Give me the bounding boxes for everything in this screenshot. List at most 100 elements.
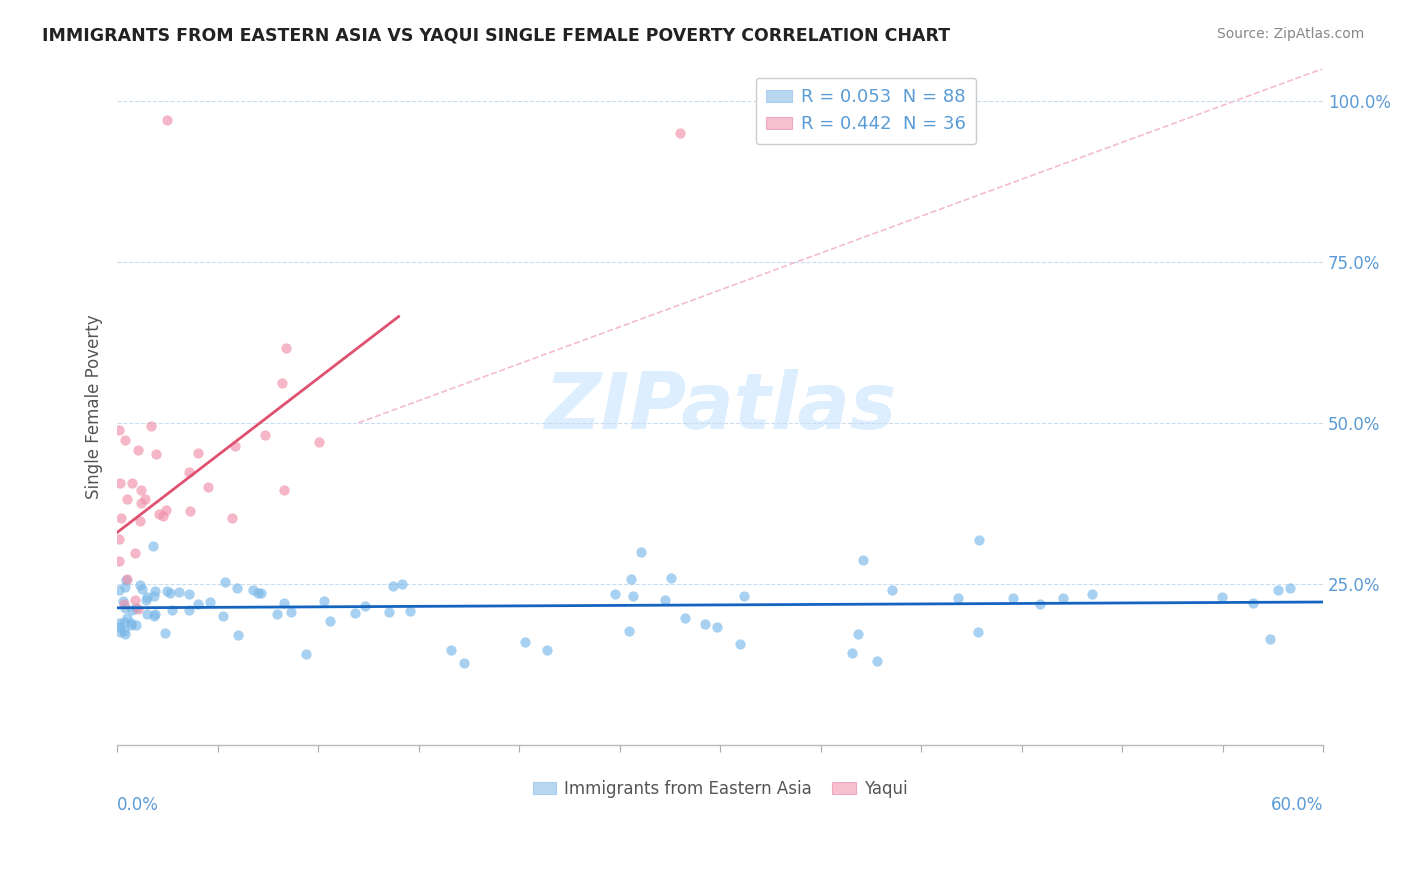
Text: 60.0%: 60.0% [1271,796,1323,814]
Point [654,593,676,607]
Point [108,583,131,598]
Point [112,594,135,608]
Point [273,483,295,497]
Point [187,446,209,460]
Point [382,579,405,593]
Point [733,589,755,603]
Point [120,615,142,630]
Point [129,483,152,498]
Point [148,507,170,521]
Point [221,511,243,525]
Point [159,585,181,599]
Point [142,609,165,624]
Point [124,545,146,559]
Point [108,532,131,546]
Point [1211,591,1233,605]
Point [179,465,201,479]
Point [156,583,179,598]
Point [114,626,136,640]
Point [271,376,294,390]
Point [197,479,219,493]
Point [312,594,335,608]
Point [110,510,132,524]
Point [114,580,136,594]
Point [603,587,626,601]
Point [440,643,463,657]
Point [108,620,131,634]
Point [225,581,247,595]
Point [319,614,342,628]
Point [143,589,166,603]
Point [399,604,422,618]
Point [852,553,875,567]
Point [108,553,131,567]
Point [513,634,536,648]
Point [253,428,276,442]
Y-axis label: Single Female Poverty: Single Female Poverty [86,315,103,500]
Point [141,419,163,434]
Point [226,628,249,642]
Point [136,591,159,605]
Point [135,593,157,607]
Point [659,571,682,585]
Point [127,602,149,616]
Point [214,574,236,589]
Text: 0.0%: 0.0% [117,796,159,814]
Point [114,600,136,615]
Point [121,603,143,617]
Point [143,607,166,621]
Text: Source: ZipAtlas.com: Source: ZipAtlas.com [1216,27,1364,41]
Point [946,591,969,606]
Point [1279,581,1302,595]
Point [153,626,176,640]
Point [353,599,375,614]
Point [378,605,401,619]
Point [156,113,179,128]
Point [108,423,131,437]
Point [967,533,990,548]
Point [112,624,135,638]
Point [1081,587,1104,601]
Point [273,596,295,610]
Point [125,617,148,632]
Point [112,615,135,630]
Point [344,606,367,620]
Point [112,597,135,611]
Point [129,578,152,592]
Point [617,624,640,638]
Point [108,616,131,631]
Point [167,585,190,599]
Text: ZIPatlas: ZIPatlas [544,368,896,445]
Point [630,544,652,558]
Point [882,582,904,597]
Point [108,625,131,640]
Point [1029,597,1052,611]
Point [224,439,246,453]
Point [142,539,165,553]
Point [1002,591,1025,605]
Point [706,619,728,633]
Point [669,126,692,140]
Point [136,607,159,621]
Point [145,447,167,461]
Point [1258,632,1281,646]
Point [391,576,413,591]
Point [121,476,143,491]
Point [129,496,152,510]
Point [621,589,644,603]
Point [619,572,641,586]
Point [866,655,889,669]
Point [127,443,149,458]
Point [198,595,221,609]
Point [294,648,316,662]
Point [453,657,475,671]
Point [160,603,183,617]
Point [124,592,146,607]
Point [117,491,139,506]
Point [120,618,142,632]
Point [966,624,988,639]
Point [115,611,138,625]
Point [848,627,870,641]
Point [155,502,177,516]
Point [728,637,751,651]
